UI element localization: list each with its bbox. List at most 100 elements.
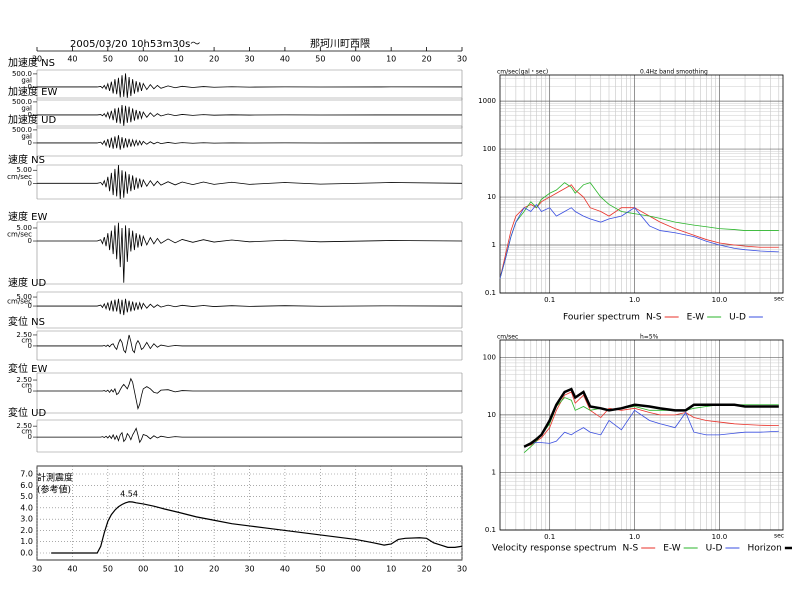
x-tick-label: 40: [67, 55, 77, 64]
unit-label: gal: [21, 104, 32, 112]
x-tick-label: 40: [280, 55, 290, 64]
y-tick-label: 7.0: [20, 470, 33, 479]
x-tick-label: 00: [138, 565, 148, 574]
panel-label: 加速度 UD: [8, 113, 56, 126]
chart-title: 計測震度: [37, 472, 73, 484]
y-tick-label: 0.1: [485, 289, 496, 297]
unit-label: cm/sec: [7, 298, 32, 306]
y-tick-label: 500.0: [12, 98, 32, 106]
y-tick-label: 5.00: [16, 166, 32, 174]
y-tick-label: 100: [483, 145, 496, 153]
x-tick-label: 20: [421, 565, 431, 574]
waveform: [37, 298, 463, 316]
y-tick-label: 0: [28, 237, 32, 245]
station-name: 那珂川町西隈: [310, 38, 370, 50]
y-tick-label: 4.0: [20, 503, 33, 512]
y-tick-label: 1: [492, 468, 496, 476]
y-tick-label: 2.0: [20, 526, 33, 535]
x-tick-label: 1.0: [629, 296, 640, 304]
x-tick-label: 0.1: [544, 533, 555, 541]
y-tick-label: 0: [28, 342, 32, 350]
chart-note: h=5%: [640, 334, 659, 341]
panel-label: 速度 EW: [8, 210, 47, 223]
x-tick-label: 1.0: [629, 533, 640, 541]
y-tick-label: 0: [28, 302, 32, 310]
y-tick-label: 0: [28, 179, 32, 187]
y-tick-label: 500.0: [12, 70, 32, 78]
y-unit: cm/sec(gal・sec): [497, 69, 548, 76]
waveform: [37, 135, 463, 150]
y-tick-label: 1.0: [20, 537, 33, 546]
panel-label: 速度 NS: [8, 153, 45, 166]
x-tick-label: 00: [138, 55, 148, 64]
x-tick-label: 20: [209, 55, 219, 64]
x-tick-label: 00: [351, 55, 361, 64]
x-tick-label: 20: [421, 55, 431, 64]
x-tick-label: 30: [457, 55, 467, 64]
spectrum-line: [523, 387, 779, 448]
x-tick-label: 10: [174, 55, 184, 64]
x-tick-label: 00: [351, 565, 361, 574]
plot-frame: [499, 74, 784, 294]
y-tick-label: 2.50: [16, 422, 32, 430]
y-tick-label: 500.0: [12, 126, 32, 134]
y-tick-label: 100: [483, 353, 496, 361]
legend-label: U-D: [706, 544, 723, 554]
unit-label: gal: [21, 132, 32, 140]
waveform: [37, 73, 463, 98]
x-tick-label: 30: [457, 565, 467, 574]
chart-note: 0.4Hz band smoothing: [640, 69, 708, 76]
y-tick-label: 1: [492, 241, 496, 249]
x-unit: sec: [774, 533, 784, 540]
x-tick-label: 50: [315, 565, 325, 574]
panel-label: 速度 UD: [8, 276, 46, 289]
legend-title: Fourier spectrum: [563, 313, 640, 323]
x-tick-label: 10: [386, 55, 396, 64]
y-tick-label: 5.0: [20, 492, 33, 501]
x-tick-label: 40: [67, 565, 77, 574]
waveform: [37, 377, 462, 410]
x-tick-label: 0.1: [544, 296, 555, 304]
unit-label: cm: [21, 428, 32, 436]
waveform: [37, 164, 463, 200]
waveform: [37, 334, 462, 354]
y-tick-label: 10: [487, 411, 496, 419]
legend-label: E-W: [663, 544, 681, 554]
unit-label: gal: [21, 76, 32, 84]
y-tick-label: 3.0: [20, 515, 33, 524]
plot-frame: [499, 339, 784, 531]
y-tick-label: 1000: [478, 97, 496, 105]
unit-label: cm: [21, 382, 32, 390]
panel-label: 変位 NS: [8, 315, 45, 328]
y-tick-label: 2.50: [16, 376, 32, 384]
x-unit: sec: [774, 296, 784, 303]
legend-label: E-W: [687, 313, 705, 323]
x-tick-label: 50: [315, 55, 325, 64]
chart-subtitle: (参考値): [37, 484, 71, 496]
spectrum-line: [523, 409, 779, 448]
unit-label: cm/sec: [7, 231, 32, 239]
panel-label: 変位 EW: [8, 362, 47, 375]
y-tick-label: 2.50: [16, 331, 32, 339]
panel-label: 加速度 NS: [8, 56, 55, 69]
legend-label: N-S: [646, 313, 662, 323]
x-tick-label: 10.0: [712, 533, 728, 541]
y-tick-label: 6.0: [20, 481, 33, 490]
x-tick-label: 30: [32, 565, 42, 574]
y-tick-label: 10: [487, 193, 496, 201]
legend-label: Horizon: [747, 544, 781, 554]
x-tick-label: 30: [244, 55, 254, 64]
spectrum-line: [499, 203, 779, 279]
y-tick-label: 0: [28, 387, 32, 395]
spectrum-line: [499, 182, 779, 279]
y-unit: cm/sec: [497, 334, 518, 341]
x-tick-label: 10: [174, 565, 184, 574]
waveform: [37, 105, 463, 126]
waveform: [37, 427, 462, 444]
x-tick-label: 50: [103, 565, 113, 574]
y-tick-label: 0: [28, 111, 32, 119]
waveform: [37, 222, 463, 283]
x-tick-label: 30: [32, 55, 42, 64]
unit-label: cm: [21, 336, 32, 344]
